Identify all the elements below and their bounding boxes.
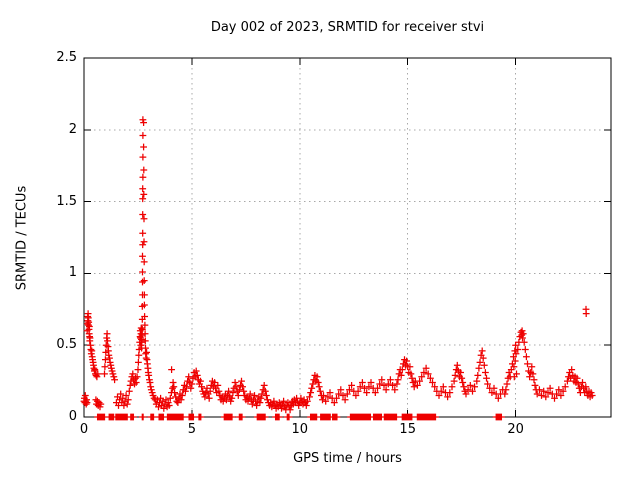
x-tick-label: 20 — [507, 422, 524, 437]
grid-lines — [84, 58, 611, 417]
x-tick-label: 0 — [79, 422, 89, 437]
x-tick-label: 10 — [291, 422, 309, 437]
plot-border-and-ticks — [83, 57, 612, 418]
chart-title: Day 002 of 2023, SRMTID for receiver stv… — [210, 20, 485, 35]
x-tick-label: 15 — [399, 422, 416, 437]
x-axis-label: GPS time / hours — [293, 451, 402, 466]
y-tick-label: 0.5 — [56, 337, 77, 353]
data-points — [80, 116, 596, 421]
y-tick-label: 2 — [68, 121, 77, 137]
x-tick-label: 5 — [187, 422, 197, 437]
y-tick-label: 2.5 — [56, 50, 77, 65]
y-tick-label: 1.5 — [56, 193, 77, 209]
y-tick-label: 1 — [68, 265, 77, 281]
y-tick-label: 0 — [68, 409, 77, 424]
